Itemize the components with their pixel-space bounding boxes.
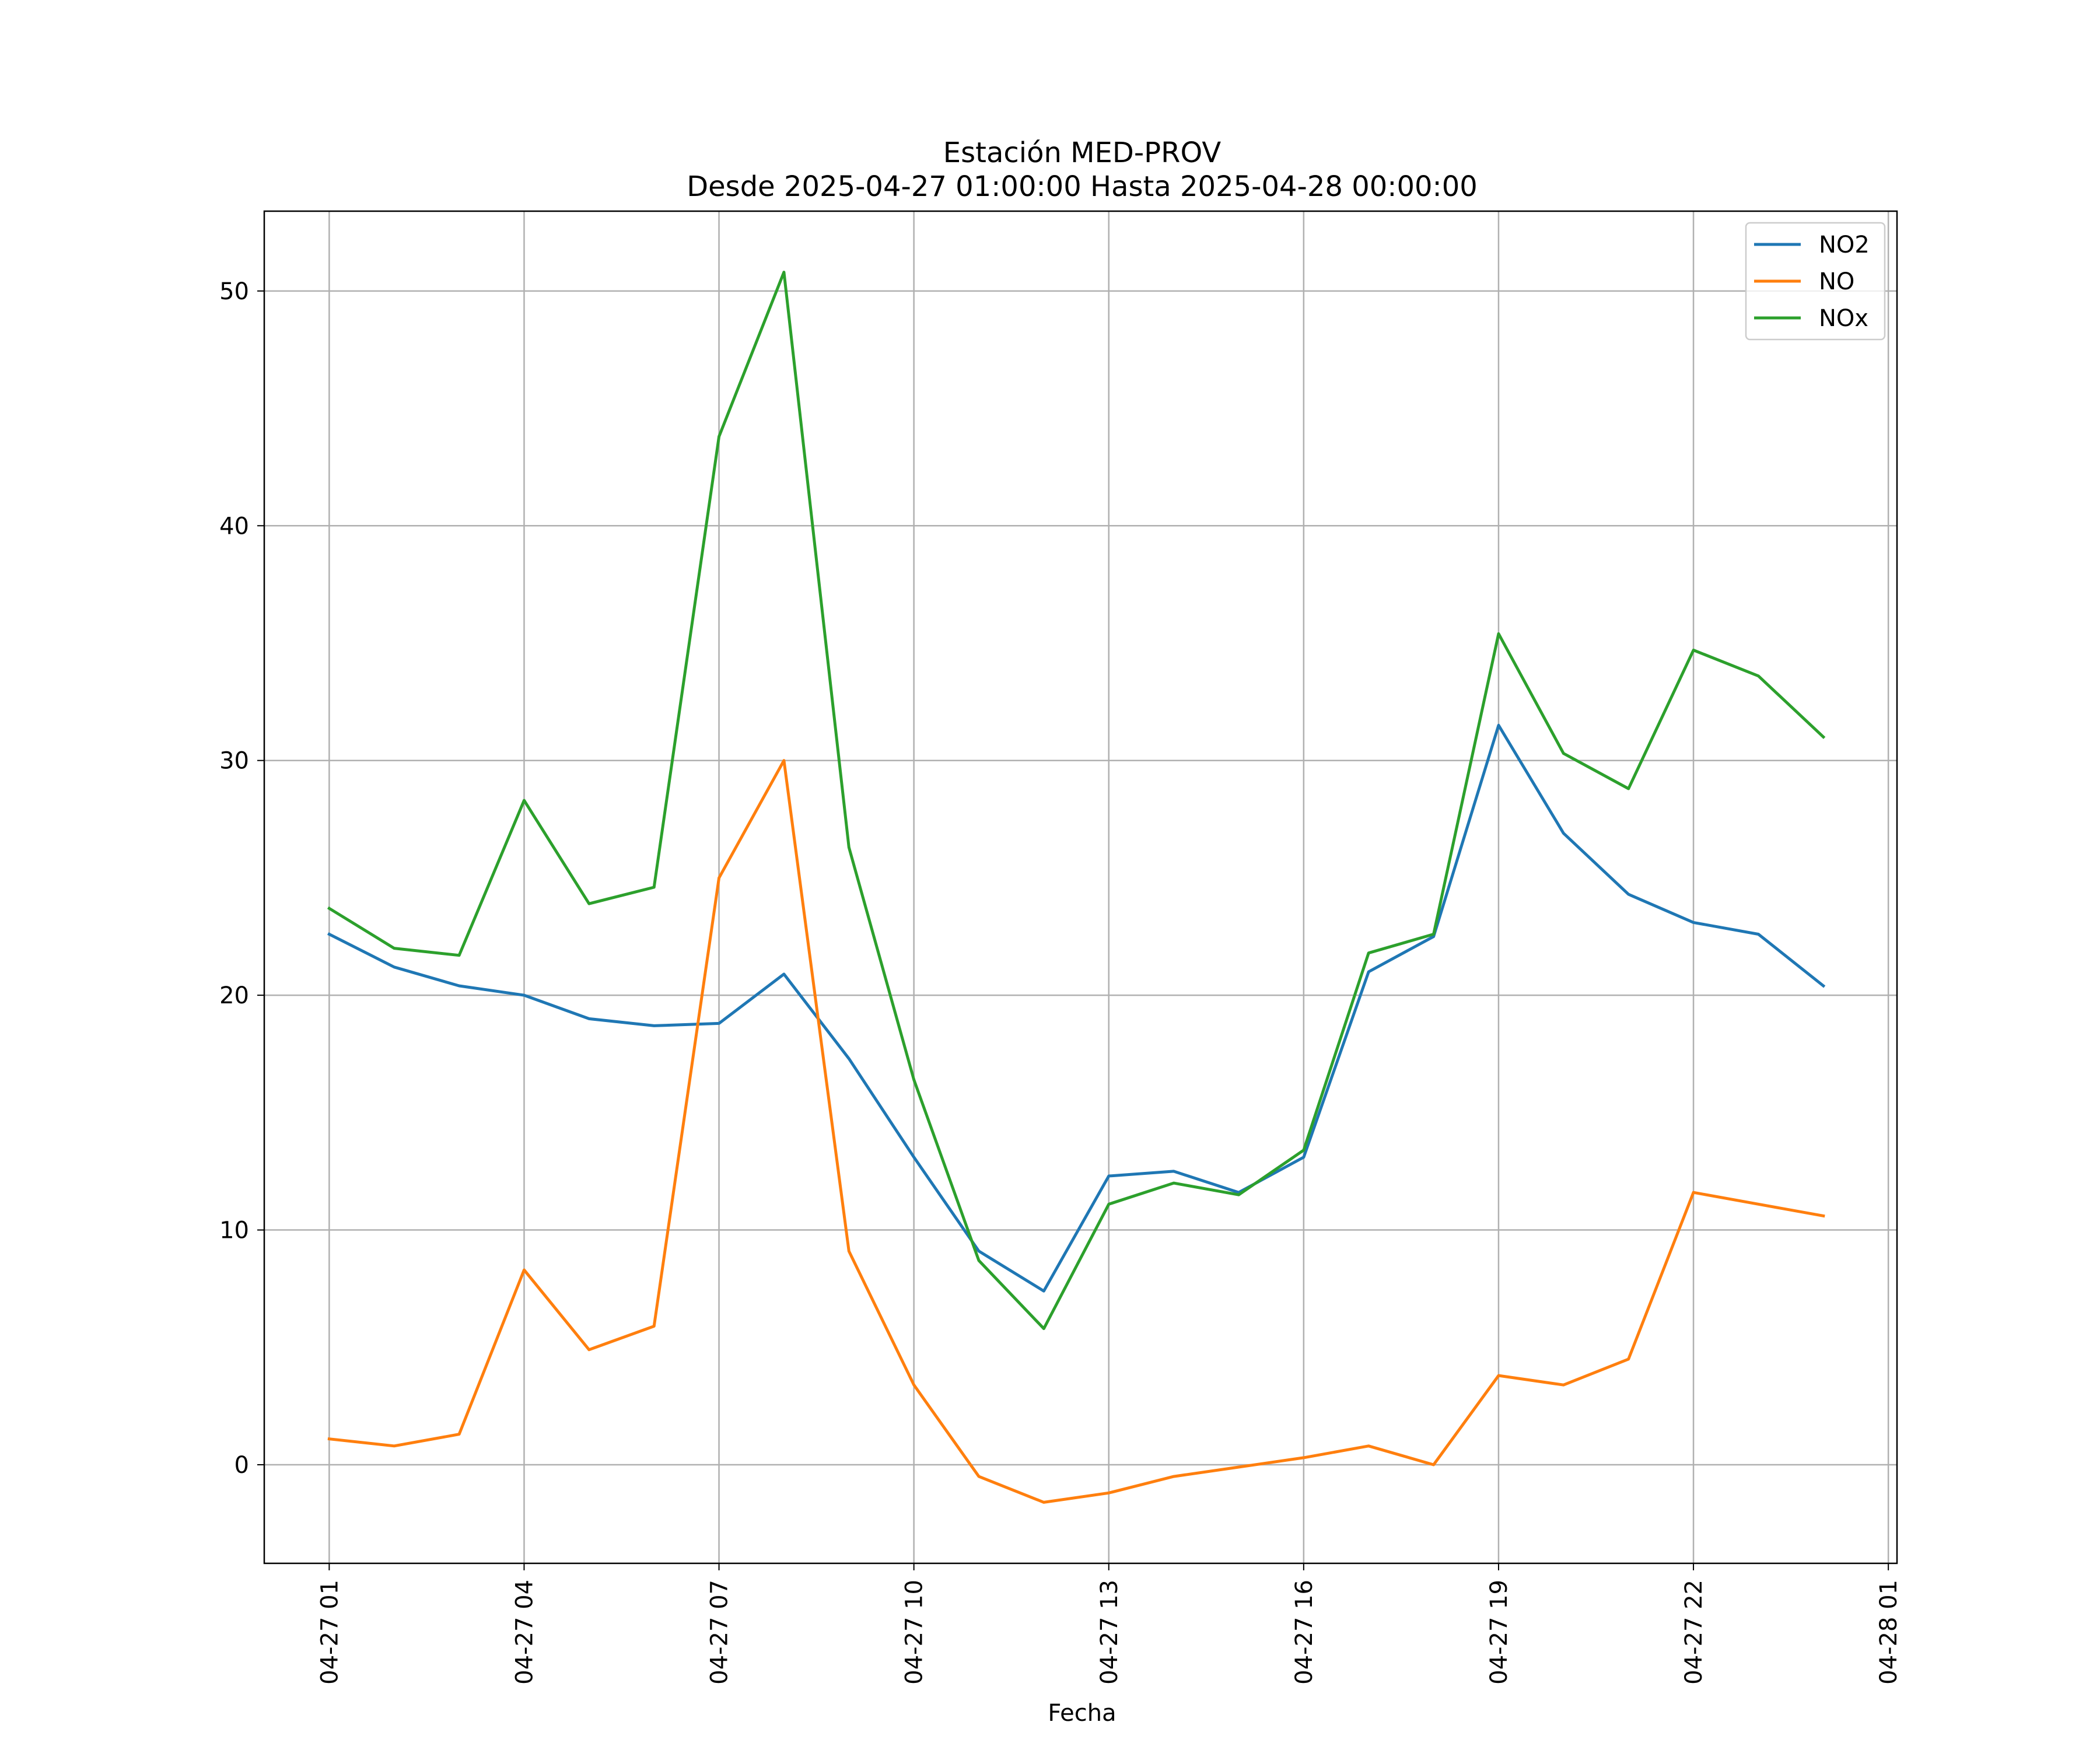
x-tick-label: 04-27 16 xyxy=(1291,1580,1318,1685)
series-line-nox xyxy=(327,271,1826,1331)
y-tick-label: 50 xyxy=(219,278,249,305)
y-tick-label: 30 xyxy=(219,748,249,775)
legend-label-nox: NOx xyxy=(1819,305,1868,332)
series-lines xyxy=(327,271,1826,1504)
y-tick-label: 0 xyxy=(235,1452,249,1479)
y-tick-label: 20 xyxy=(219,982,249,1009)
legend-box xyxy=(1745,222,1886,341)
x-tick-label: 04-27 10 xyxy=(901,1580,928,1685)
legend-label-no2: NO2 xyxy=(1819,232,1870,258)
x-tick-label: 04-27 13 xyxy=(1096,1580,1123,1685)
legend: NO2 NO NOx xyxy=(1745,222,1886,341)
y-axis-ticks: 0 10 20 30 40 50 xyxy=(219,278,264,1479)
x-axis-ticks: 04-27 01 04-27 04 04-27 07 04-27 10 04-27 13… xyxy=(316,1563,1902,1685)
x-tick-label: 04-27 01 xyxy=(316,1580,343,1685)
plot-frame xyxy=(263,210,1898,1564)
series-line-no xyxy=(327,759,1825,1504)
y-tick-label: 10 xyxy=(219,1217,249,1244)
chart-title: Estación MED-PROV xyxy=(943,136,1222,169)
legend-label-no: NO xyxy=(1819,268,1854,295)
x-tick-label: 04-27 07 xyxy=(706,1580,733,1685)
x-axis-label: Fecha xyxy=(1048,1700,1116,1727)
y-tick-label: 40 xyxy=(219,513,249,540)
x-tick-label: 04-27 22 xyxy=(1681,1580,1707,1685)
x-tick-label: 04-27 19 xyxy=(1486,1580,1513,1685)
chart-subtitle: Desde 2025-04-27 01:00:00 Hasta 2025-04-… xyxy=(687,170,1478,203)
x-tick-label: 04-28 01 xyxy=(1875,1580,1902,1685)
series-line-no2 xyxy=(327,723,1826,1293)
x-tick-label: 04-27 04 xyxy=(511,1580,538,1685)
